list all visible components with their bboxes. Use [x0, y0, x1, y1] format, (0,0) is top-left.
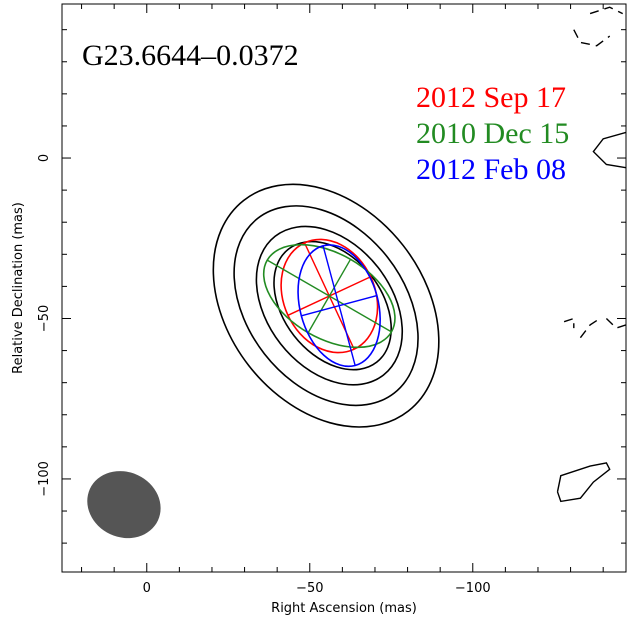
x-tick-label: −50 [296, 581, 323, 596]
contour-level-3 [255, 225, 404, 386]
edge-contour-2 [589, 6, 624, 15]
x-tick-label: 0 [143, 581, 151, 596]
contour-level-2 [233, 205, 419, 407]
beam-ellipse [87, 471, 161, 539]
y-tick-label: −50 [37, 305, 52, 332]
x-axis-label: Right Ascension (mas) [271, 601, 417, 616]
edge-contour-1 [573, 29, 611, 47]
plot-frame [61, 3, 627, 573]
y-tick-label: 0 [37, 154, 52, 162]
y-tick-label: −100 [37, 461, 52, 497]
edge-contour-4 [563, 317, 575, 329]
edge-contour-5 [579, 317, 601, 339]
y-axis-label: Relative Declination (mas) [11, 202, 26, 374]
chart-title: G23.6644–0.0372 [82, 39, 299, 72]
minor-axis-3 [301, 294, 378, 317]
minor-axis-2 [307, 258, 352, 334]
contour-level-1 [212, 183, 440, 428]
legend-label-2: 2010 Dec 15 [416, 117, 569, 150]
x-tick-label: −100 [455, 581, 491, 596]
legend-label-1: 2012 Sep 17 [416, 81, 566, 114]
legend-label-3: 2012 Feb 08 [416, 153, 566, 186]
edge-contour-3 [592, 131, 626, 169]
edge-contour-6 [605, 317, 626, 329]
edge-contour-7 [556, 462, 611, 503]
contour-level-4 [273, 240, 392, 371]
